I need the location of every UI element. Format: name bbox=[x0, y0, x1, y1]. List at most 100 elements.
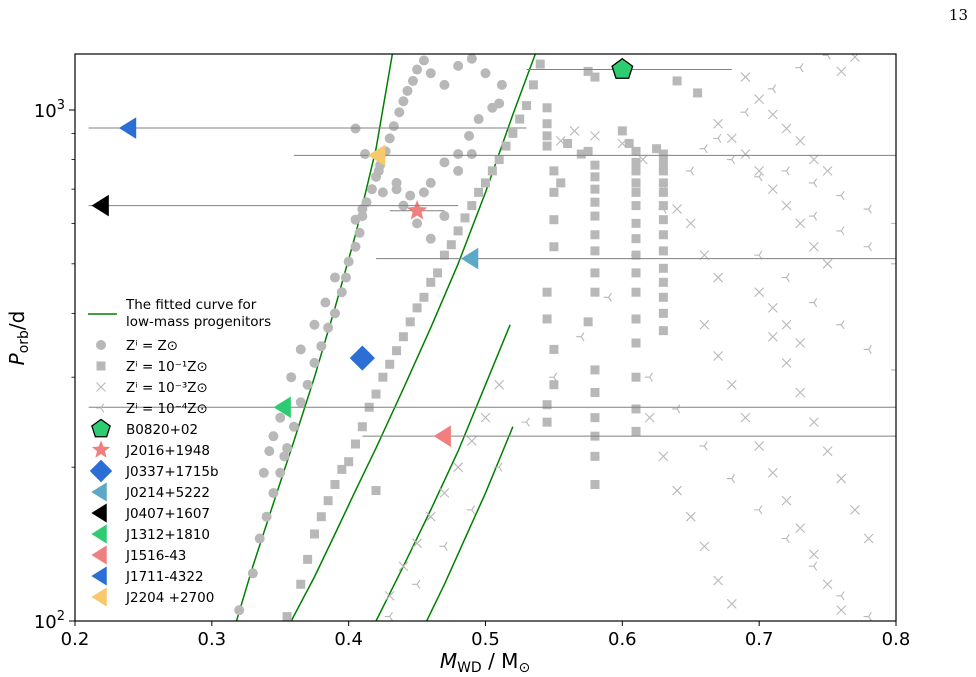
series-1-point bbox=[425, 233, 436, 244]
series-4-point bbox=[863, 242, 872, 252]
observed-marker bbox=[273, 396, 291, 419]
series-2-point bbox=[481, 178, 490, 188]
series-2-point bbox=[419, 292, 429, 302]
series-3-point bbox=[637, 154, 648, 165]
series-2-point bbox=[590, 160, 600, 170]
series-2-point bbox=[542, 417, 552, 427]
series-4-point bbox=[863, 344, 872, 354]
series-3-point bbox=[658, 451, 669, 462]
series-2-point bbox=[303, 554, 313, 564]
series-1-point bbox=[496, 79, 507, 90]
series-2-point bbox=[624, 138, 634, 148]
series-2-point bbox=[351, 439, 361, 449]
legend: The fitted curve for low-mass progenitor… bbox=[88, 297, 271, 607]
series-2-point bbox=[658, 157, 668, 167]
series-3-point bbox=[754, 94, 765, 105]
series-2-point bbox=[392, 346, 402, 356]
series-2-point bbox=[433, 268, 443, 278]
series-2-point bbox=[474, 187, 484, 197]
series-4-point bbox=[754, 172, 763, 182]
series-1-point bbox=[295, 397, 306, 408]
series-3-point bbox=[740, 149, 751, 159]
series-2-point bbox=[556, 178, 566, 188]
fit-curve-1 bbox=[235, 54, 394, 621]
series-2-point bbox=[487, 166, 497, 176]
series-4-point bbox=[808, 211, 818, 221]
series-1-point bbox=[282, 443, 293, 454]
series-2-point bbox=[658, 230, 668, 240]
series-3-point bbox=[795, 218, 806, 229]
observed-marker bbox=[611, 57, 634, 79]
series-2-point bbox=[453, 226, 463, 236]
series-1-point bbox=[439, 157, 450, 168]
series-2-point bbox=[330, 479, 340, 489]
series-4-point bbox=[685, 166, 694, 176]
series-2-point bbox=[501, 141, 511, 151]
series-3-point bbox=[822, 258, 833, 269]
series-1-point bbox=[302, 379, 313, 390]
series-1-point bbox=[279, 451, 290, 462]
series-2-point bbox=[658, 246, 668, 256]
series-3-point bbox=[767, 302, 778, 313]
series-3-point bbox=[658, 184, 669, 195]
fit-curve-4 bbox=[425, 426, 514, 621]
series-4-point bbox=[781, 166, 790, 176]
x-tick-label: 0.7 bbox=[745, 629, 774, 650]
series-2-point bbox=[658, 215, 668, 225]
x-axis-title: MWD / M⊙ bbox=[440, 649, 530, 676]
series-3-point bbox=[644, 412, 655, 423]
legend-marker bbox=[91, 418, 111, 438]
series-2-point bbox=[309, 529, 319, 539]
series-2-point bbox=[508, 128, 518, 138]
series-1-point bbox=[275, 412, 286, 423]
series-2-point bbox=[398, 332, 408, 342]
legend-label: J2016+1948 bbox=[125, 443, 210, 459]
y-tick-label: 103 bbox=[34, 98, 65, 122]
legend-label: The fitted curve for bbox=[125, 297, 257, 313]
series-2-point bbox=[631, 426, 641, 436]
series-3-point bbox=[822, 166, 833, 176]
series-1-point bbox=[418, 55, 429, 66]
series-3-point bbox=[767, 331, 778, 342]
series-3-point bbox=[713, 575, 724, 586]
series-1-point bbox=[464, 130, 475, 141]
series-3-point bbox=[850, 504, 860, 515]
series-2-point bbox=[631, 234, 641, 244]
series-2-point bbox=[590, 388, 600, 398]
legend-label: J0337+1715b bbox=[125, 464, 219, 480]
series-2-point bbox=[590, 230, 600, 240]
series-3-point bbox=[809, 154, 819, 165]
series-1-point bbox=[357, 204, 368, 215]
series-1-point bbox=[350, 214, 361, 225]
series-2-point bbox=[323, 496, 333, 506]
series-1-point bbox=[247, 568, 258, 579]
series-2-point bbox=[658, 263, 668, 273]
series-1-point bbox=[316, 341, 327, 352]
legend-label: J0407+1607 bbox=[125, 506, 210, 522]
series-1-point bbox=[453, 165, 464, 176]
series-2-point bbox=[631, 314, 641, 324]
series-2-point bbox=[617, 126, 627, 136]
legend-label: J2204 +2700 bbox=[125, 590, 214, 606]
series-3-point bbox=[822, 446, 833, 457]
series-2-point bbox=[652, 144, 662, 154]
series-1-point bbox=[398, 96, 409, 107]
series-2-point bbox=[631, 287, 641, 297]
series-2-point bbox=[528, 80, 538, 90]
series-2-point bbox=[357, 422, 367, 432]
series-3-point bbox=[795, 136, 806, 146]
legend-marker bbox=[96, 382, 106, 392]
series-1-point bbox=[350, 241, 361, 252]
series-2-point bbox=[658, 149, 668, 159]
series-1-point bbox=[336, 287, 347, 298]
series-1-point bbox=[264, 446, 275, 457]
series-1-point bbox=[384, 133, 395, 144]
series-4-point bbox=[808, 297, 818, 308]
series-2-point bbox=[583, 66, 593, 76]
series-2-point bbox=[412, 303, 422, 313]
series-2-point bbox=[426, 277, 436, 287]
series-2-point bbox=[563, 138, 573, 148]
series-3-point bbox=[453, 462, 464, 473]
series-2-point bbox=[658, 187, 668, 197]
legend-label: J1711-4322 bbox=[125, 569, 204, 585]
